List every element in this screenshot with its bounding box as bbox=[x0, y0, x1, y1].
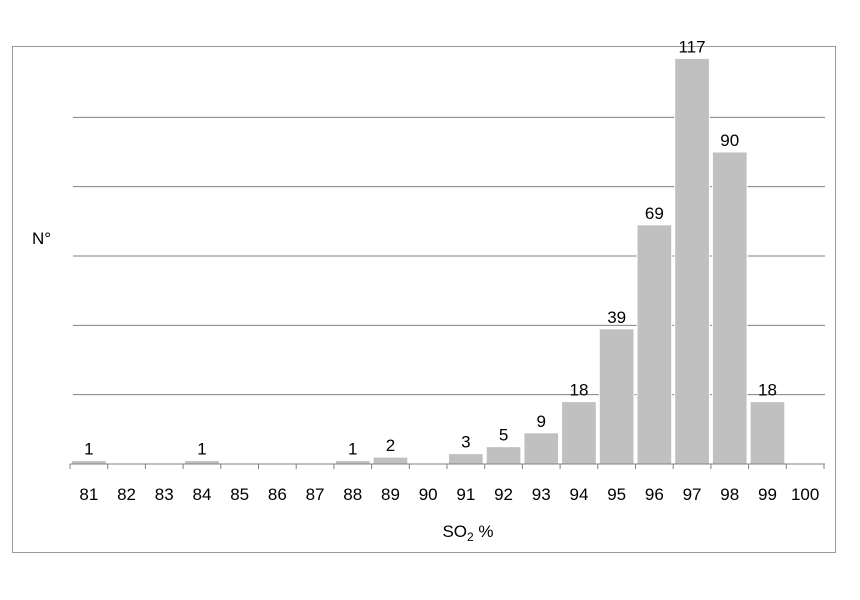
x-tick-label: 81 bbox=[79, 485, 98, 504]
bars bbox=[71, 57, 786, 465]
data-label: 1 bbox=[348, 440, 357, 459]
bar bbox=[749, 401, 786, 465]
x-tick-label: 84 bbox=[192, 485, 211, 504]
bar bbox=[711, 151, 748, 465]
x-axis-title: SO2 % bbox=[442, 522, 493, 544]
bar bbox=[448, 453, 484, 465]
x-tick-labels: 81 82 83 84 85 86 87 88 89 90 91 92 93 94 95 96 97 98 99 10… bbox=[79, 485, 819, 504]
bar bbox=[372, 456, 409, 465]
x-axis-title-subscript: 2 bbox=[467, 530, 474, 544]
data-labels: 1 1 1 2 3 5 9 18 39 69 117 90 18 bbox=[84, 37, 777, 458]
x-axis bbox=[69, 463, 825, 469]
x-tick-label: 92 bbox=[494, 485, 513, 504]
bar bbox=[184, 460, 220, 465]
x-tick-label: 87 bbox=[306, 485, 325, 504]
data-label: 117 bbox=[678, 37, 705, 56]
data-label: 5 bbox=[499, 426, 508, 445]
bar bbox=[334, 460, 371, 465]
data-label: 18 bbox=[569, 381, 588, 400]
data-label: 3 bbox=[461, 433, 470, 452]
data-label: 39 bbox=[607, 308, 626, 327]
y-axis-title: N° bbox=[32, 229, 51, 248]
data-label: 2 bbox=[386, 436, 395, 455]
bar bbox=[636, 224, 673, 465]
bar bbox=[561, 401, 597, 465]
x-tick-label: 99 bbox=[758, 485, 777, 504]
bar bbox=[674, 57, 710, 465]
x-axis-title-suffix: % bbox=[474, 522, 494, 541]
x-tick-label: 90 bbox=[419, 485, 438, 504]
bar bbox=[485, 446, 522, 465]
bar bbox=[71, 460, 107, 465]
x-tick-label: 83 bbox=[155, 485, 174, 504]
data-label: 1 bbox=[84, 440, 93, 459]
x-axis-title-main: SO bbox=[442, 522, 467, 541]
x-tick-label: 96 bbox=[645, 485, 664, 504]
x-tick-label: 94 bbox=[569, 485, 588, 504]
x-tick-label: 98 bbox=[720, 485, 739, 504]
data-label: 9 bbox=[537, 412, 546, 431]
x-tick-label: 100 bbox=[791, 485, 819, 504]
x-tick-label: 89 bbox=[381, 485, 400, 504]
data-label: 69 bbox=[645, 204, 664, 223]
bar bbox=[523, 432, 560, 465]
x-tick-label: 86 bbox=[268, 485, 287, 504]
x-tick-label: 95 bbox=[607, 485, 626, 504]
x-tick-label: 88 bbox=[343, 485, 362, 504]
x-tick-label: 91 bbox=[456, 485, 475, 504]
data-label: 90 bbox=[720, 131, 739, 150]
data-label: 18 bbox=[758, 381, 777, 400]
bar bbox=[598, 328, 635, 465]
x-tick-label: 93 bbox=[532, 485, 551, 504]
data-label: 1 bbox=[197, 440, 206, 459]
x-tick-label: 85 bbox=[230, 485, 249, 504]
x-tick-label: 82 bbox=[117, 485, 136, 504]
x-tick-label: 97 bbox=[683, 485, 702, 504]
